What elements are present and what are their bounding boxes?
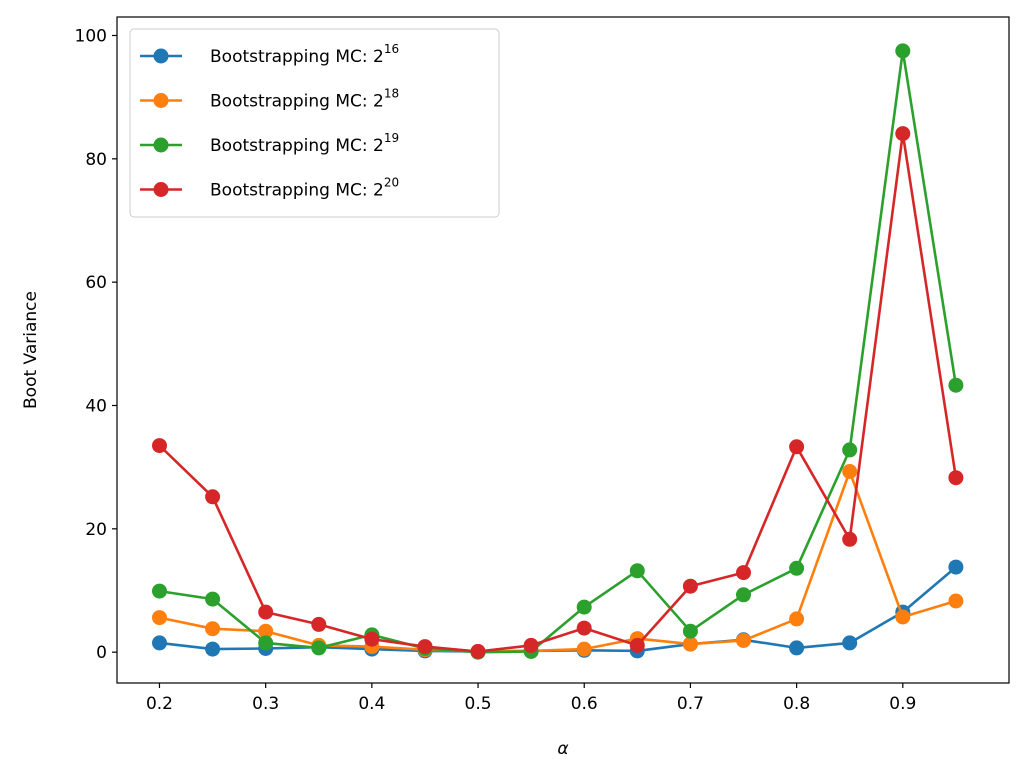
data-point — [470, 644, 486, 659]
series-line — [159, 49, 958, 654]
data-point — [842, 531, 858, 547]
data-point — [948, 470, 964, 486]
legend-marker — [153, 182, 169, 197]
x-tick-label: 0.9 — [889, 694, 916, 714]
data-point — [682, 578, 698, 594]
legend-label: Bootstrapping MC: 216 — [210, 42, 399, 67]
data-point — [417, 639, 433, 655]
data-point — [842, 635, 858, 651]
legend-entry: Bootstrapping MC: 218 — [140, 87, 399, 112]
data-point — [205, 621, 221, 637]
data-point — [682, 636, 698, 652]
data-point — [152, 610, 167, 626]
data-point — [948, 593, 964, 609]
y-tick-label: 80 — [85, 150, 107, 170]
data-point — [682, 623, 698, 639]
data-point — [364, 631, 380, 647]
legend-label: Bootstrapping MC: 219 — [210, 131, 399, 156]
data-point — [258, 604, 274, 620]
data-point — [789, 560, 805, 576]
data-point — [736, 587, 751, 603]
y-tick-label: 60 — [85, 273, 107, 293]
data-point — [152, 583, 167, 599]
data-point — [629, 637, 645, 653]
legend-entry: Bootstrapping MC: 216 — [140, 42, 399, 67]
data-point — [258, 635, 274, 651]
data-point — [736, 633, 751, 648]
data-point — [311, 640, 327, 656]
x-tick-label: 0.4 — [358, 694, 385, 714]
data-point — [789, 640, 805, 656]
data-point — [842, 442, 858, 458]
legend-label: Bootstrapping MC: 218 — [210, 87, 399, 112]
data-point — [789, 439, 805, 455]
data-point — [152, 438, 167, 454]
data-point — [205, 641, 221, 657]
series-line — [159, 470, 957, 653]
data-point — [789, 611, 805, 627]
x-axis: 0.2 0.3 0.4 0.5 0.6 0.7 0.8 0.9 — [146, 683, 916, 714]
data-point — [948, 377, 964, 393]
data-point — [205, 591, 221, 607]
data-point — [629, 563, 645, 579]
x-tick-label: 0.2 — [146, 694, 173, 714]
y-tick-label: 100 — [75, 27, 107, 47]
data-point — [311, 616, 327, 632]
data-point — [258, 623, 274, 639]
data-point — [948, 559, 964, 575]
y-axis-label: Boot Variance — [21, 291, 41, 409]
series-layer — [152, 43, 964, 660]
series-20 — [152, 126, 964, 659]
legend-marker — [153, 48, 169, 64]
data-point — [895, 126, 911, 142]
x-tick-label: 0.3 — [252, 694, 279, 714]
legend-label: Bootstrapping MC: 220 — [210, 176, 399, 201]
y-axis: 0 20 40 60 80 100 — [75, 27, 117, 663]
y-tick-label: 0 — [96, 643, 107, 663]
legend-marker — [153, 137, 169, 153]
y-tick-label: 20 — [85, 520, 107, 540]
legend-entry: Bootstrapping MC: 220 — [140, 176, 399, 201]
data-point — [895, 43, 911, 59]
x-axis-label: α — [557, 739, 568, 759]
x-tick-label: 0.6 — [571, 694, 598, 714]
y-tick-label: 40 — [85, 397, 107, 417]
x-tick-label: 0.7 — [677, 694, 704, 714]
legend-marker — [153, 93, 169, 108]
data-point — [736, 565, 751, 581]
data-point — [576, 620, 592, 636]
data-point — [842, 464, 858, 479]
data-point — [152, 635, 167, 651]
data-point — [576, 599, 592, 615]
data-point — [895, 609, 911, 625]
data-point — [205, 489, 221, 505]
x-tick-label: 0.5 — [465, 694, 492, 714]
data-point — [576, 641, 592, 657]
data-point — [523, 637, 539, 653]
series-line — [158, 132, 958, 653]
legend-entry: Bootstrapping MC: 219 — [140, 131, 399, 156]
legend: Bootstrapping MC: 216 Bootstrapping MC: 2… — [129, 28, 500, 218]
plot-frame — [116, 16, 1010, 684]
x-tick-label: 0.8 — [783, 694, 810, 714]
legend-box — [129, 28, 500, 218]
